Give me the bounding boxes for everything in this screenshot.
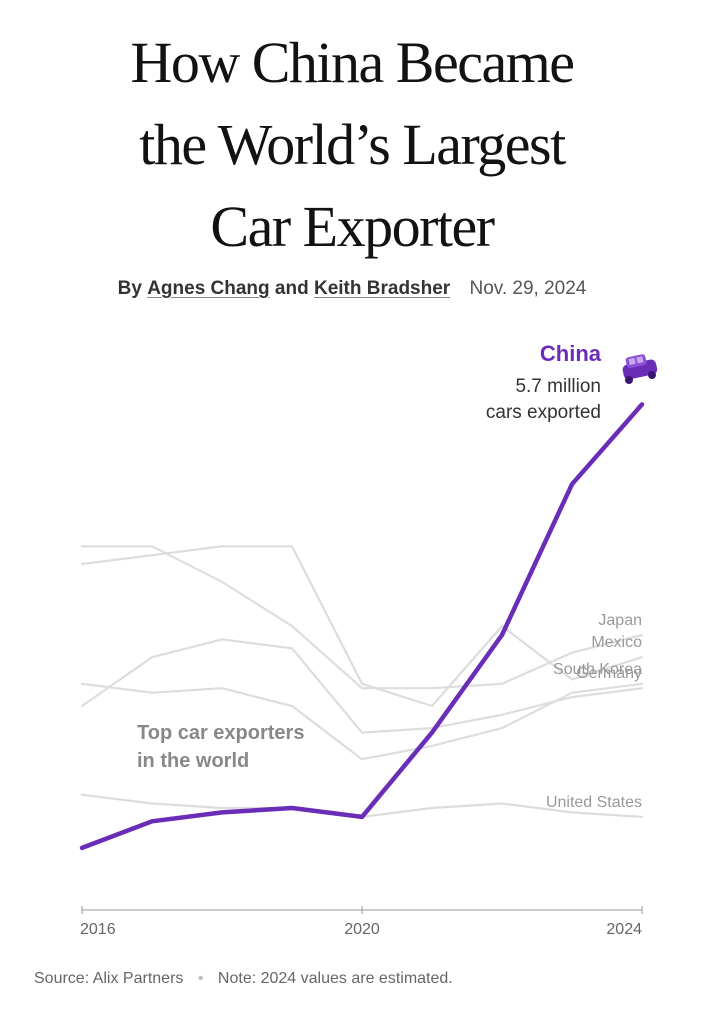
china-annotation: China 5.7 million cars exported <box>486 341 658 423</box>
x-tick-label-2020: 2020 <box>344 921 380 938</box>
author-link-keith-bradsher[interactable]: Keith Bradsher <box>313 278 451 299</box>
series-label-mexico: Mexico <box>591 634 642 651</box>
series-line-germany <box>80 638 644 734</box>
headline-line-3: Car Exporter <box>210 194 495 259</box>
chart-title-line-2: in the world <box>137 750 249 772</box>
chart-title-line-1: Top car exporters <box>137 722 304 744</box>
chart-footnote: Source: Alix Partners • Note: 2024 value… <box>34 970 453 988</box>
car-icon <box>622 354 658 384</box>
other-series-lines <box>80 545 644 818</box>
estimate-note: Note: 2024 values are estimated. <box>217 970 453 987</box>
series-line-china <box>79 402 645 851</box>
x-axis: 2016 2020 2024 <box>80 906 643 938</box>
author-link-agnes-chang[interactable]: Agnes Chang <box>147 278 270 299</box>
byline-prefix: By <box>117 278 142 299</box>
separator-dot: • <box>197 970 204 987</box>
x-tick-label-2016: 2016 <box>80 921 116 938</box>
series-line-japan <box>80 545 644 690</box>
source-note: Source: Alix Partners <box>34 970 184 987</box>
headline-line-2: the World’s Largest <box>139 112 566 177</box>
headline: How China Became the World’s Largest Car… <box>0 22 704 268</box>
series-label-germany: Germany <box>576 665 642 682</box>
china-annotation-value: 5.7 million <box>515 376 601 397</box>
publish-date: Nov. 29, 2024 <box>469 278 587 299</box>
china-series <box>79 402 645 851</box>
china-annotation-name: China <box>540 341 602 366</box>
series-line-mexico <box>80 545 644 708</box>
chart-title: Top car exporters in the world <box>137 722 304 772</box>
series-label-united-states: United States <box>546 794 642 811</box>
china-annotation-unit: cars exported <box>486 402 601 423</box>
x-tick-label-2024: 2024 <box>606 921 642 938</box>
series-line-south-korea <box>80 682 644 761</box>
byline: By Agnes Chang and Keith Bradsher Nov. 2… <box>0 278 704 300</box>
byline-conjunction: and <box>274 278 309 299</box>
headline-line-1: How China Became <box>130 30 575 95</box>
series-label-japan: Japan <box>598 612 642 629</box>
series-label-south-korea: South Korea <box>553 661 642 678</box>
